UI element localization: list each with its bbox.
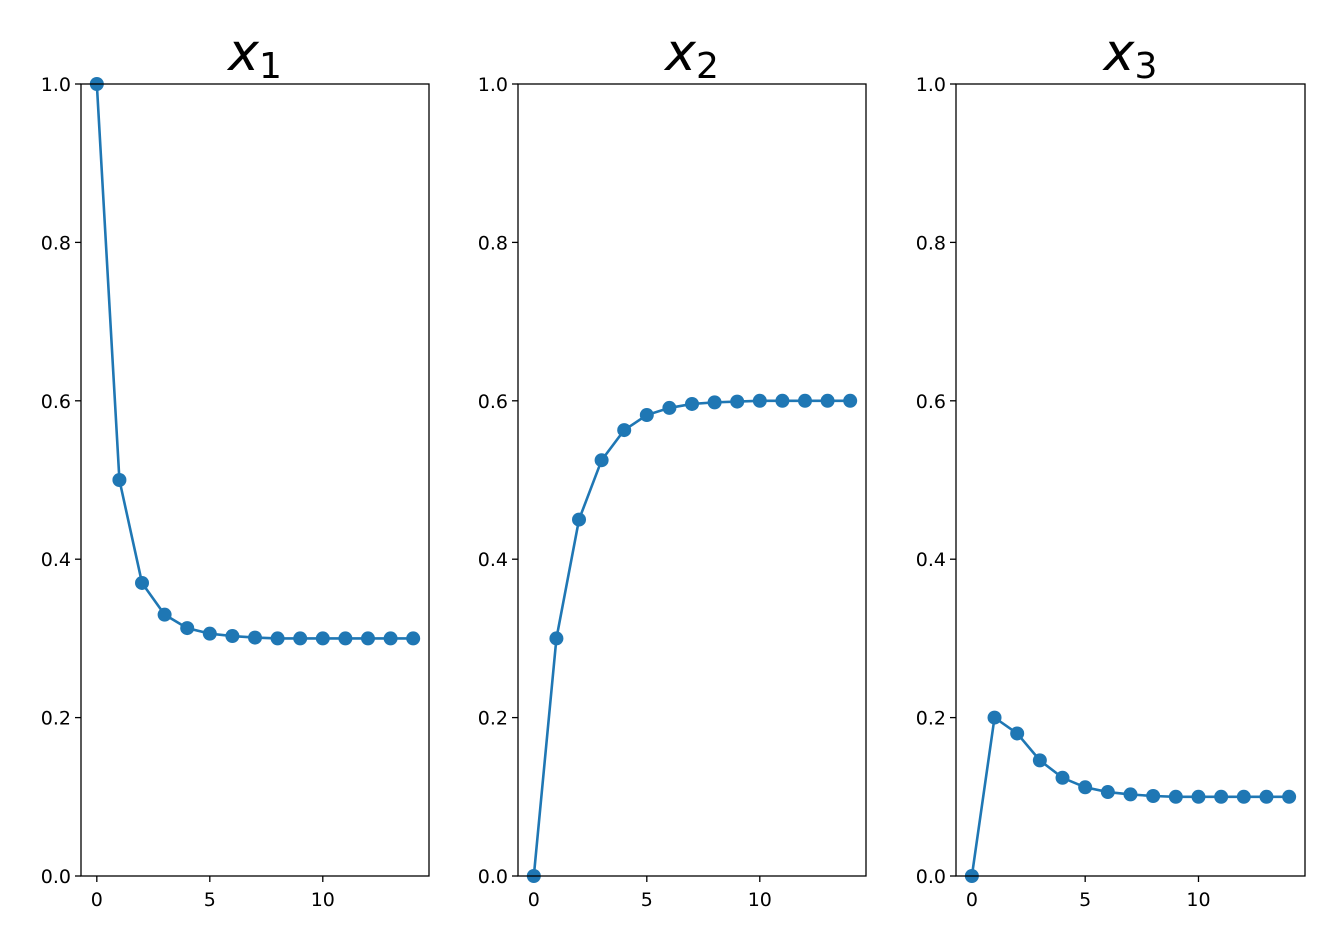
x-tick-label: 10 (748, 889, 772, 911)
y-tick-label: 0.6 (41, 391, 71, 413)
marker (1123, 787, 1138, 802)
y-tick-label: 0.2 (478, 708, 508, 730)
subplot: x1 0.0 0.2 0.4 0.6 0.8 1.0 0 5 10 (41, 23, 430, 911)
x-tick-label: 0 (528, 889, 540, 911)
title-text: x (663, 23, 697, 83)
marker (1010, 726, 1025, 741)
y-tick-label: 1.0 (41, 74, 71, 96)
marker (225, 629, 240, 644)
y-tick-label: 0.8 (916, 232, 946, 254)
marker (202, 626, 217, 641)
x-tick-label: 10 (1186, 889, 1210, 911)
axes-frame (955, 83, 1306, 877)
marker (1214, 789, 1229, 804)
subplot: x3 0.0 0.2 0.4 0.6 0.8 1.0 0 5 10 (916, 23, 1306, 911)
y-tick-label: 0.2 (41, 708, 71, 730)
axes-frame (80, 83, 430, 877)
marker (797, 393, 812, 408)
y-tick-label: 1.0 (478, 74, 508, 96)
marker (1168, 789, 1183, 804)
y-tick-label: 0.4 (478, 549, 508, 571)
marker (1236, 789, 1251, 804)
y-tick-label: 0.0 (478, 866, 508, 888)
subplot-title: x2 (663, 23, 719, 87)
marker (1032, 753, 1047, 768)
title-text: x (1102, 23, 1136, 83)
axes-frame (517, 83, 867, 877)
marker (639, 408, 654, 423)
x-tick-label: 5 (204, 889, 216, 911)
y-tick-label: 0.0 (41, 866, 71, 888)
title-subscript: 2 (696, 46, 719, 87)
marker (707, 395, 722, 410)
y-tick-label: 0.4 (916, 549, 946, 571)
marker (662, 400, 677, 415)
marker (685, 396, 699, 411)
marker (594, 453, 609, 468)
y-tick-label: 0.4 (41, 549, 71, 571)
marker (572, 512, 587, 527)
line (95, 83, 414, 640)
marker (112, 473, 127, 487)
title-text: x (226, 23, 260, 83)
line (532, 399, 851, 877)
y-tick-label: 0.6 (916, 391, 946, 413)
title-subscript: 3 (1134, 46, 1157, 87)
marker (315, 631, 330, 646)
y-tick-label: 0.8 (478, 232, 508, 254)
marker (1191, 789, 1206, 804)
y-tick-label: 0.2 (916, 708, 946, 730)
x-tick-label: 0 (966, 889, 978, 911)
marker (775, 393, 790, 408)
marker (293, 631, 308, 646)
title-subscript: 1 (259, 46, 282, 87)
marker (248, 630, 262, 645)
x-tick-label: 0 (91, 889, 103, 911)
marker (180, 621, 195, 636)
y-tick-label: 1.0 (916, 74, 946, 96)
marker (730, 394, 745, 409)
marker (1146, 789, 1161, 804)
marker (1078, 780, 1093, 795)
x-tick-label: 5 (1079, 889, 1091, 911)
subplot: x2 0.0 0.2 0.4 0.6 0.8 1.0 0 5 10 (478, 23, 867, 911)
marker (406, 631, 421, 646)
marker (360, 631, 375, 646)
marker (617, 423, 632, 438)
y-tick-label: 0.6 (478, 391, 508, 413)
marker (549, 631, 564, 646)
marker (752, 393, 767, 408)
marker (1282, 789, 1297, 804)
marker (338, 631, 353, 646)
marker (383, 631, 398, 646)
y-tick-label: 0.0 (916, 866, 946, 888)
marker (1055, 770, 1070, 785)
marker (843, 393, 858, 408)
marker (1259, 789, 1274, 804)
x-tick-label: 5 (641, 889, 653, 911)
marker (987, 710, 1002, 725)
x-tick-label: 10 (311, 889, 335, 911)
marker (157, 607, 172, 622)
marker (270, 631, 285, 646)
marker (820, 393, 835, 408)
subplot-title: x3 (1102, 23, 1158, 87)
marker (135, 575, 150, 590)
marker (1100, 785, 1115, 800)
y-tick-label: 0.8 (41, 232, 71, 254)
subplot-title: x1 (226, 23, 282, 87)
